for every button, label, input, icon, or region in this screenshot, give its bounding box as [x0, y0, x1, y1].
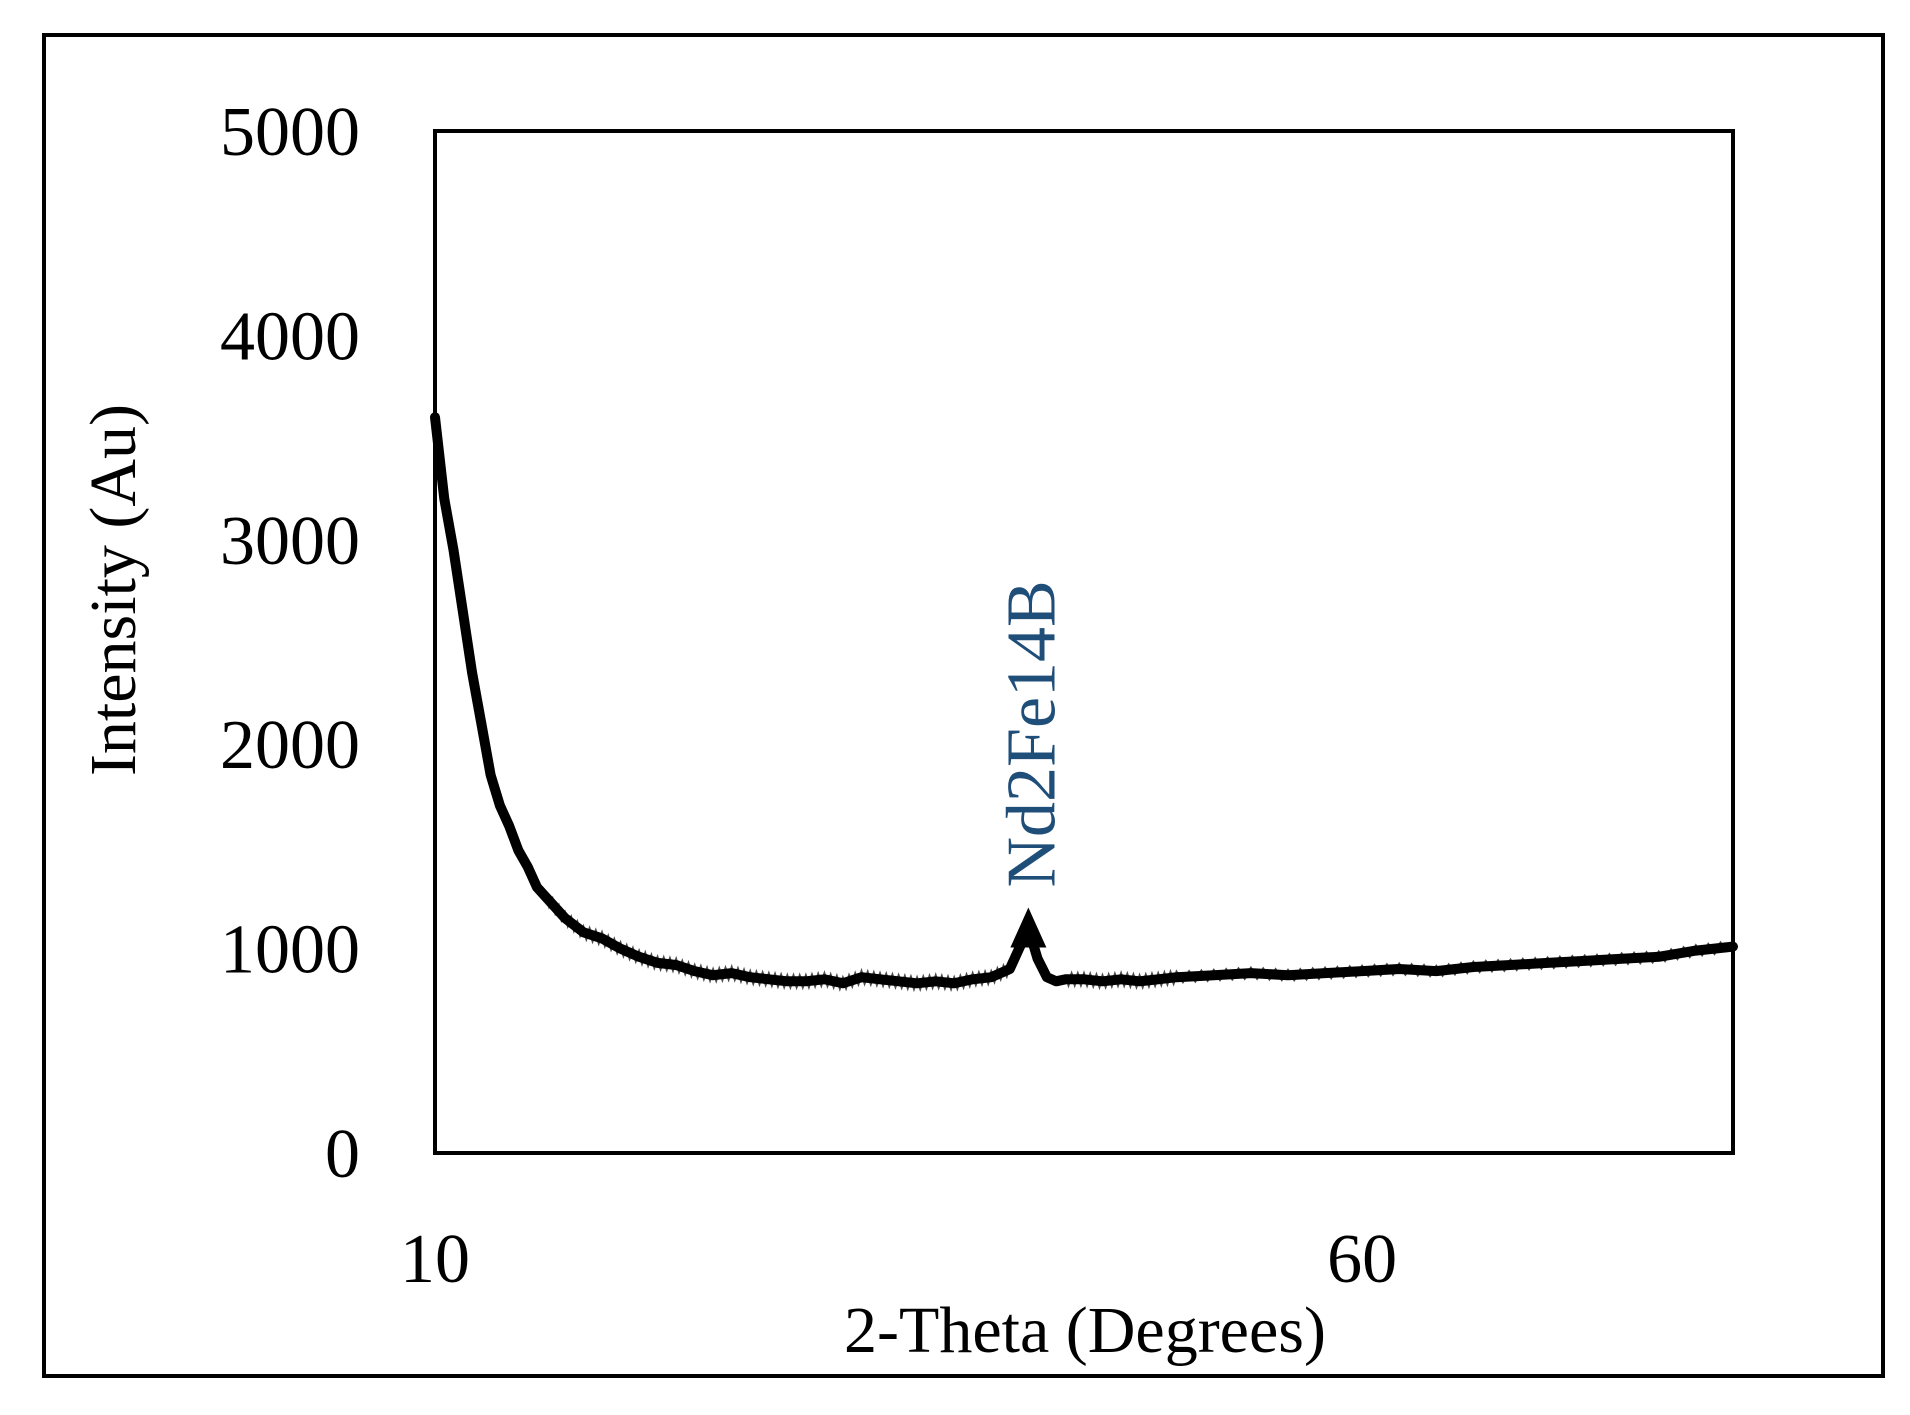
y-tick-label: 4000: [220, 298, 360, 375]
peak-annotation-label: Nd2Fe14B: [993, 580, 1070, 887]
series-line: [430, 412, 1738, 989]
y-tick-label: 1000: [220, 912, 360, 989]
x-tick-label: 10: [400, 1221, 470, 1298]
y-axis-ticks: 0 1000 2000 3000 4000 5000: [220, 94, 360, 1193]
y-tick-label: 3000: [220, 503, 360, 580]
series-layer: [430, 412, 1738, 993]
y-axis-title: Intensity (Au): [77, 404, 150, 776]
peak-marker-triangle: [1010, 907, 1047, 948]
plot-area: [433, 129, 1735, 1155]
series-line-noise: [433, 412, 1729, 993]
x-axis-ticks: 10 60: [400, 1221, 1397, 1298]
figure-frame: [42, 33, 1885, 1378]
x-axis-title: 2-Theta (Degrees): [844, 1294, 1326, 1367]
y-tick-label: 2000: [220, 707, 360, 784]
y-tick-label: 0: [325, 1116, 360, 1193]
y-tick-label: 5000: [220, 94, 360, 171]
x-tick-label: 60: [1327, 1221, 1397, 1298]
